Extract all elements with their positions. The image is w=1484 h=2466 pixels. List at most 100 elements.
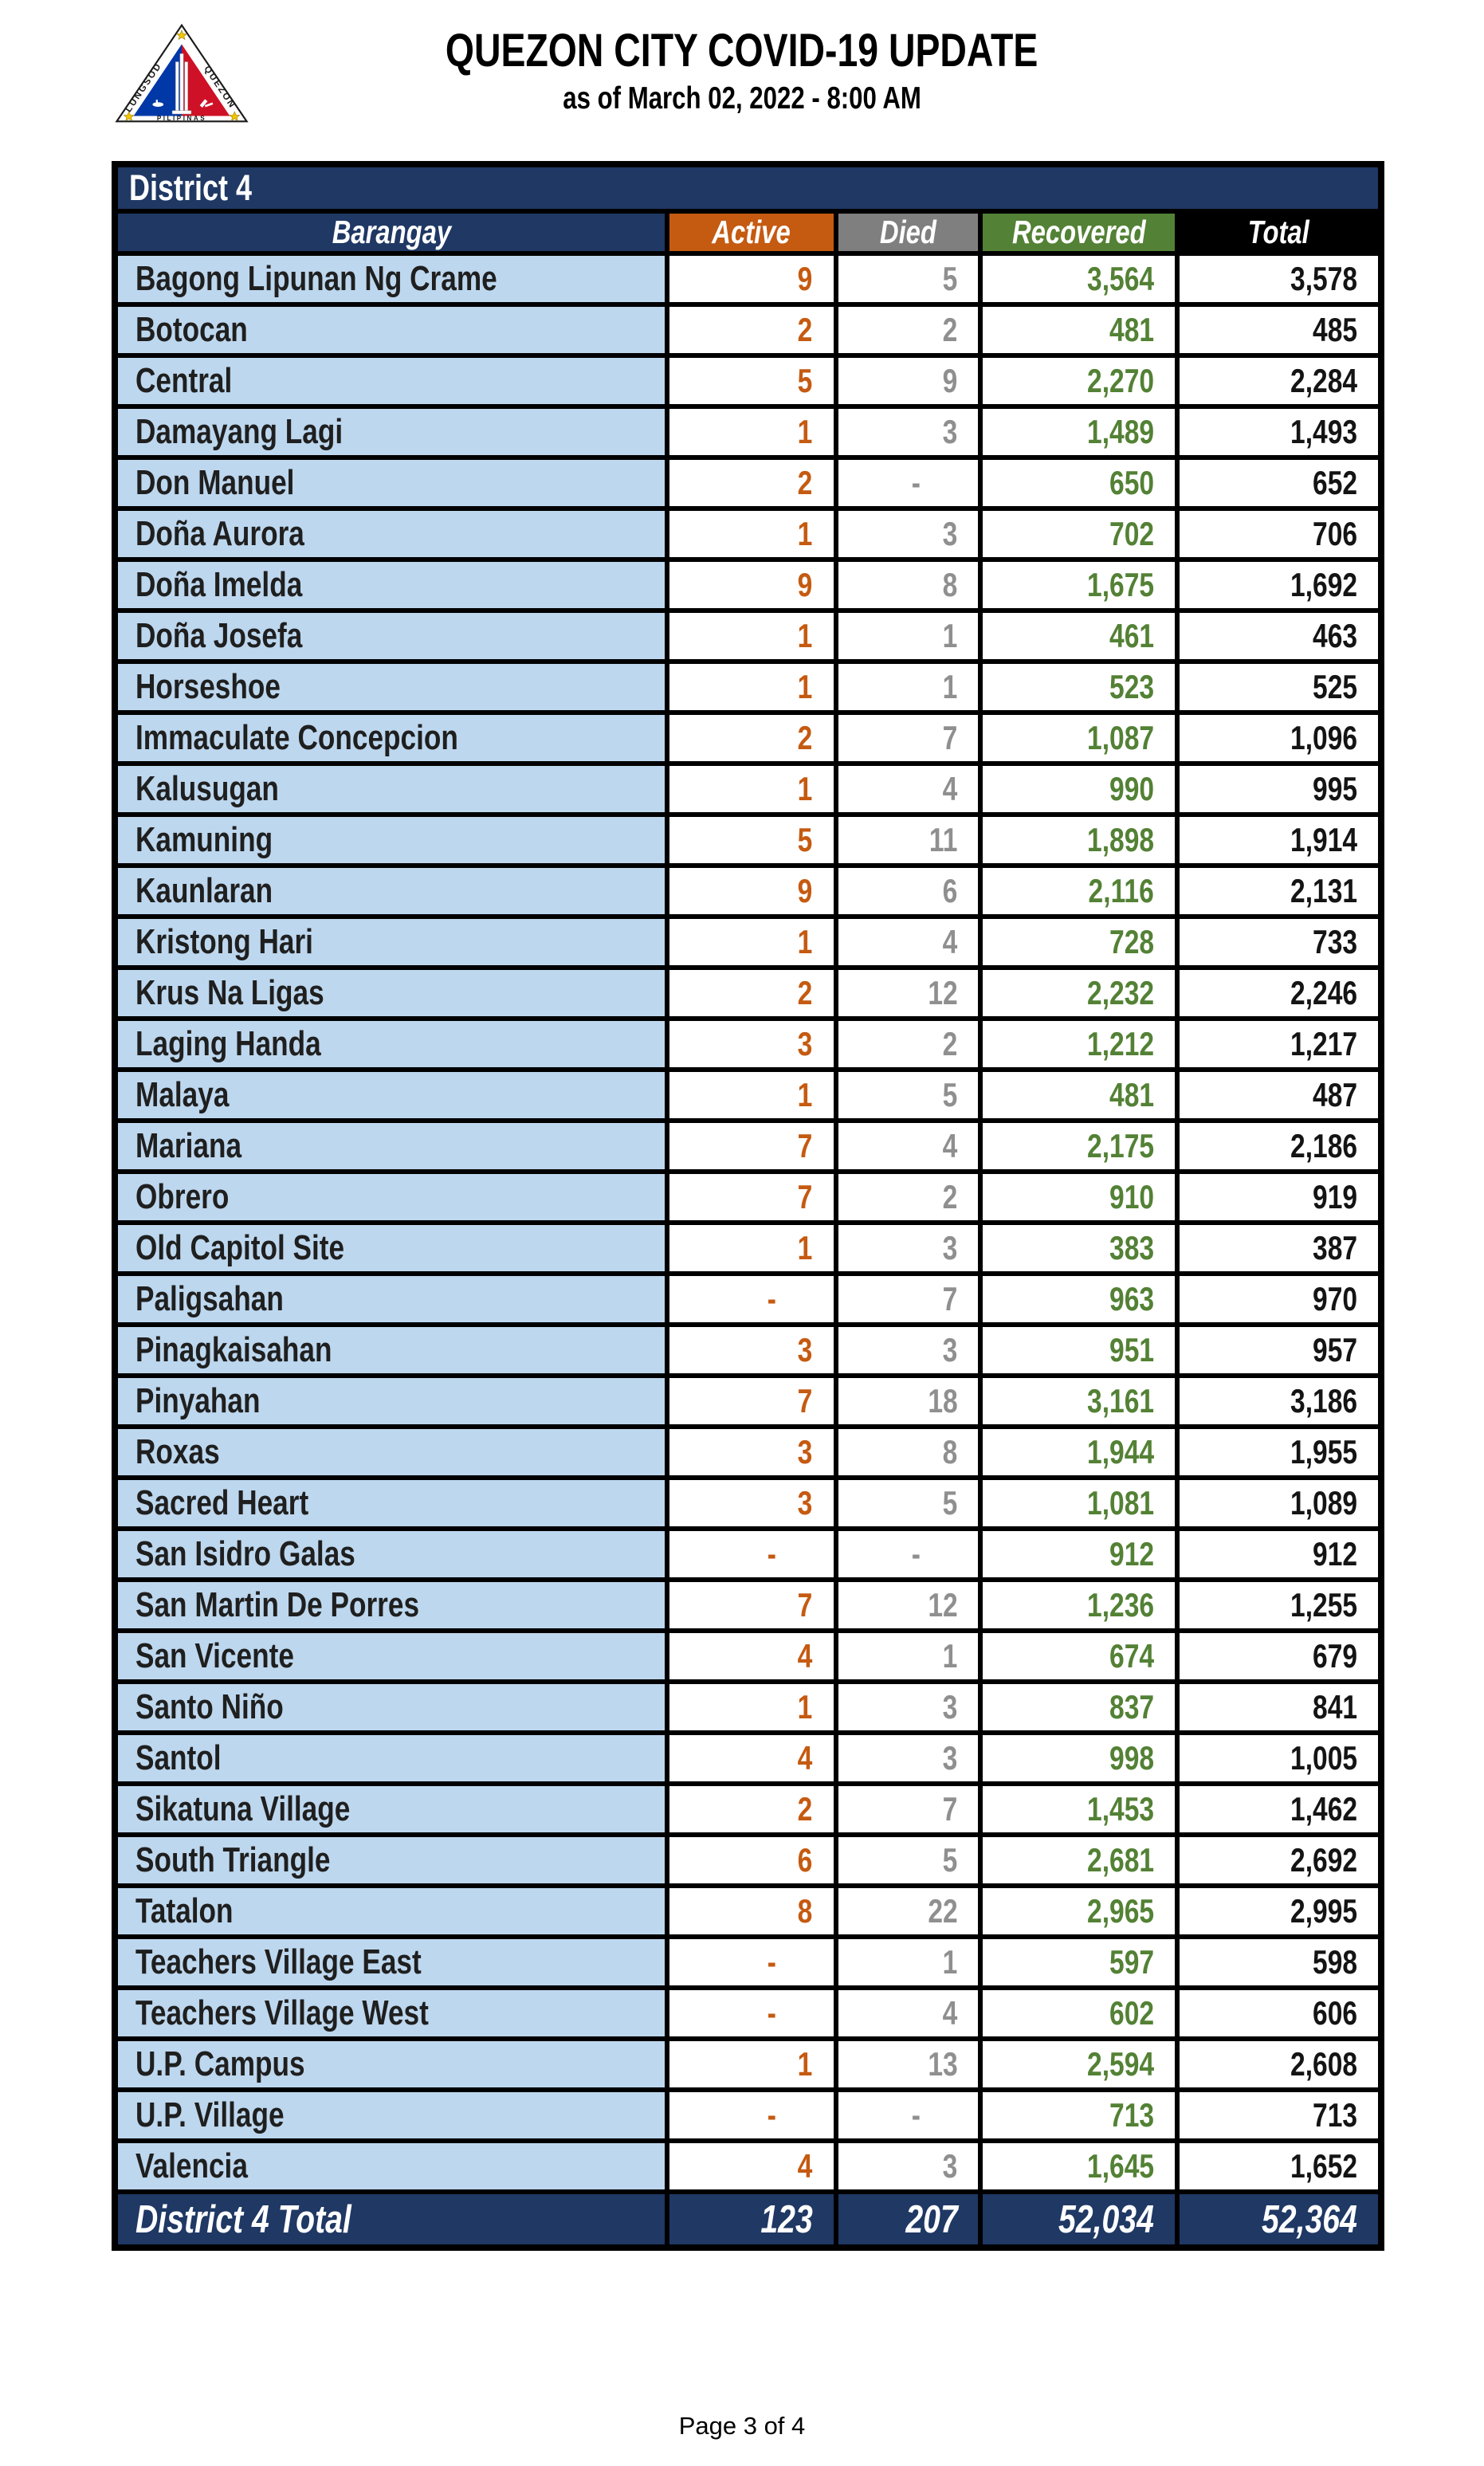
table-row: U.P. Campus 1 13 2,594 2,608 bbox=[112, 2036, 1384, 2092]
recovered-cell: 963 bbox=[978, 1271, 1180, 1327]
table-row: Damayang Lagi 1 3 1,489 1,493 bbox=[112, 404, 1384, 460]
barangay-cell: Kaunlaran bbox=[112, 863, 670, 919]
died-cell: 3 bbox=[833, 404, 983, 460]
died-cell: 5 bbox=[833, 1067, 983, 1123]
barangay-cell: Don Manuel bbox=[112, 455, 670, 511]
died-cell: 5 bbox=[833, 1475, 983, 1531]
column-header-active: Active bbox=[665, 209, 838, 256]
active-cell: 2 bbox=[665, 710, 838, 766]
recovered-cell: 1,453 bbox=[978, 1781, 1180, 1837]
died-cell: 1 bbox=[833, 659, 983, 715]
district-label: District 4 bbox=[112, 162, 1384, 214]
died-cell: 2 bbox=[833, 1169, 983, 1225]
active-cell: 7 bbox=[665, 1118, 838, 1174]
table-row: Pinyahan 7 18 3,161 3,186 bbox=[112, 1373, 1384, 1429]
barangay-cell: Sacred Heart bbox=[112, 1475, 670, 1531]
barangay-cell: Santol bbox=[112, 1730, 670, 1786]
barangay-cell: Krus Na Ligas bbox=[112, 965, 670, 1021]
table-row: Teachers Village West - 4 602 606 bbox=[112, 1985, 1384, 2041]
barangay-cell: Doña Aurora bbox=[112, 506, 670, 562]
covid-table: District 4 Barangay Active Died Recovere… bbox=[112, 161, 1384, 2251]
table-body: Bagong Lipunan Ng Crame 9 5 3,564 3,578 … bbox=[112, 251, 1384, 2194]
barangay-cell: Roxas bbox=[112, 1424, 670, 1480]
total-cell: 2,995 bbox=[1174, 1883, 1384, 1939]
table-row: South Triangle 6 5 2,681 2,692 bbox=[112, 1832, 1384, 1888]
total-cell: 841 bbox=[1174, 1679, 1384, 1735]
recovered-cell: 2,965 bbox=[978, 1883, 1180, 1939]
died-cell: 9 bbox=[833, 353, 983, 409]
active-cell: 5 bbox=[665, 812, 838, 868]
total-cell: 1,955 bbox=[1174, 1424, 1384, 1480]
total-cell: 912 bbox=[1174, 1526, 1384, 1582]
total-cell: 598 bbox=[1174, 1934, 1384, 1990]
died-cell: 4 bbox=[833, 1118, 983, 1174]
died-cell: 3 bbox=[833, 1679, 983, 1735]
table-row: Tatalon 8 22 2,965 2,995 bbox=[112, 1883, 1384, 1939]
table-row: U.P. Village - - 713 713 bbox=[112, 2087, 1384, 2143]
table-row: Pinagkaisahan 3 3 951 957 bbox=[112, 1322, 1384, 1378]
barangay-cell: Tatalon bbox=[112, 1883, 670, 1939]
barangay-cell: Bagong Lipunan Ng Crame bbox=[112, 251, 670, 307]
column-header-barangay: Barangay bbox=[112, 209, 670, 256]
total-cell: 2,131 bbox=[1174, 863, 1384, 919]
district-total-active: 123 bbox=[665, 2189, 838, 2250]
total-cell: 2,608 bbox=[1174, 2036, 1384, 2092]
barangay-cell: U.P. Campus bbox=[112, 2036, 670, 2092]
barangay-cell: Santo Niño bbox=[112, 1679, 670, 1735]
active-cell: 3 bbox=[665, 1424, 838, 1480]
died-cell: 11 bbox=[833, 812, 983, 868]
total-cell: 1,462 bbox=[1174, 1781, 1384, 1837]
total-cell: 679 bbox=[1174, 1628, 1384, 1684]
table-row: Doña Josefa 1 1 461 463 bbox=[112, 608, 1384, 664]
total-cell: 1,493 bbox=[1174, 404, 1384, 460]
table-row: Kamuning 5 11 1,898 1,914 bbox=[112, 812, 1384, 868]
active-cell: 4 bbox=[665, 1628, 838, 1684]
table-row: Central 5 9 2,270 2,284 bbox=[112, 353, 1384, 409]
total-cell: 387 bbox=[1174, 1220, 1384, 1276]
recovered-cell: 3,161 bbox=[978, 1373, 1180, 1429]
active-cell: 1 bbox=[665, 506, 838, 562]
died-cell: 8 bbox=[833, 1424, 983, 1480]
barangay-cell: Horseshoe bbox=[112, 659, 670, 715]
active-cell: 7 bbox=[665, 1577, 838, 1633]
barangay-cell: Damayang Lagi bbox=[112, 404, 670, 460]
active-cell: 1 bbox=[665, 1067, 838, 1123]
died-cell: 2 bbox=[833, 1016, 983, 1072]
active-cell: 7 bbox=[665, 1373, 838, 1429]
seal-text-pilipinas: PILIPINAS bbox=[157, 115, 206, 122]
total-cell: 2,246 bbox=[1174, 965, 1384, 1021]
active-cell: 6 bbox=[665, 1832, 838, 1888]
total-cell: 485 bbox=[1174, 302, 1384, 358]
recovered-cell: 650 bbox=[978, 455, 1180, 511]
page-number: Page 3 of 4 bbox=[678, 2412, 806, 2440]
column-header-row: Barangay Active Died Recovered Total bbox=[112, 209, 1384, 256]
table-row: San Vicente 4 1 674 679 bbox=[112, 1628, 1384, 1684]
barangay-cell: Paligsahan bbox=[112, 1271, 670, 1327]
died-cell: 5 bbox=[833, 251, 983, 307]
barangay-cell: San Vicente bbox=[112, 1628, 670, 1684]
table-row: Horseshoe 1 1 523 525 bbox=[112, 659, 1384, 715]
died-cell: 1 bbox=[833, 1934, 983, 1990]
active-cell: - bbox=[665, 2087, 838, 2143]
total-cell: 3,186 bbox=[1174, 1373, 1384, 1429]
active-cell: 4 bbox=[665, 2138, 838, 2194]
active-cell: 8 bbox=[665, 1883, 838, 1939]
barangay-cell: San Isidro Galas bbox=[112, 1526, 670, 1582]
died-cell: 4 bbox=[833, 1985, 983, 2041]
active-cell: 7 bbox=[665, 1169, 838, 1225]
barangay-cell: Kristong Hari bbox=[112, 914, 670, 970]
active-cell: 2 bbox=[665, 302, 838, 358]
table-row: Doña Aurora 1 3 702 706 bbox=[112, 506, 1384, 562]
total-cell: 995 bbox=[1174, 761, 1384, 817]
recovered-cell: 3,564 bbox=[978, 251, 1180, 307]
died-cell: 4 bbox=[833, 914, 983, 970]
table-row: Teachers Village East - 1 597 598 bbox=[112, 1934, 1384, 1990]
active-cell: 1 bbox=[665, 761, 838, 817]
active-cell: 2 bbox=[665, 455, 838, 511]
total-cell: 2,284 bbox=[1174, 353, 1384, 409]
recovered-cell: 2,681 bbox=[978, 1832, 1180, 1888]
recovered-cell: 912 bbox=[978, 1526, 1180, 1582]
table-row: Bagong Lipunan Ng Crame 9 5 3,564 3,578 bbox=[112, 251, 1384, 307]
table-row: Sacred Heart 3 5 1,081 1,089 bbox=[112, 1475, 1384, 1531]
died-cell: - bbox=[833, 1526, 983, 1582]
